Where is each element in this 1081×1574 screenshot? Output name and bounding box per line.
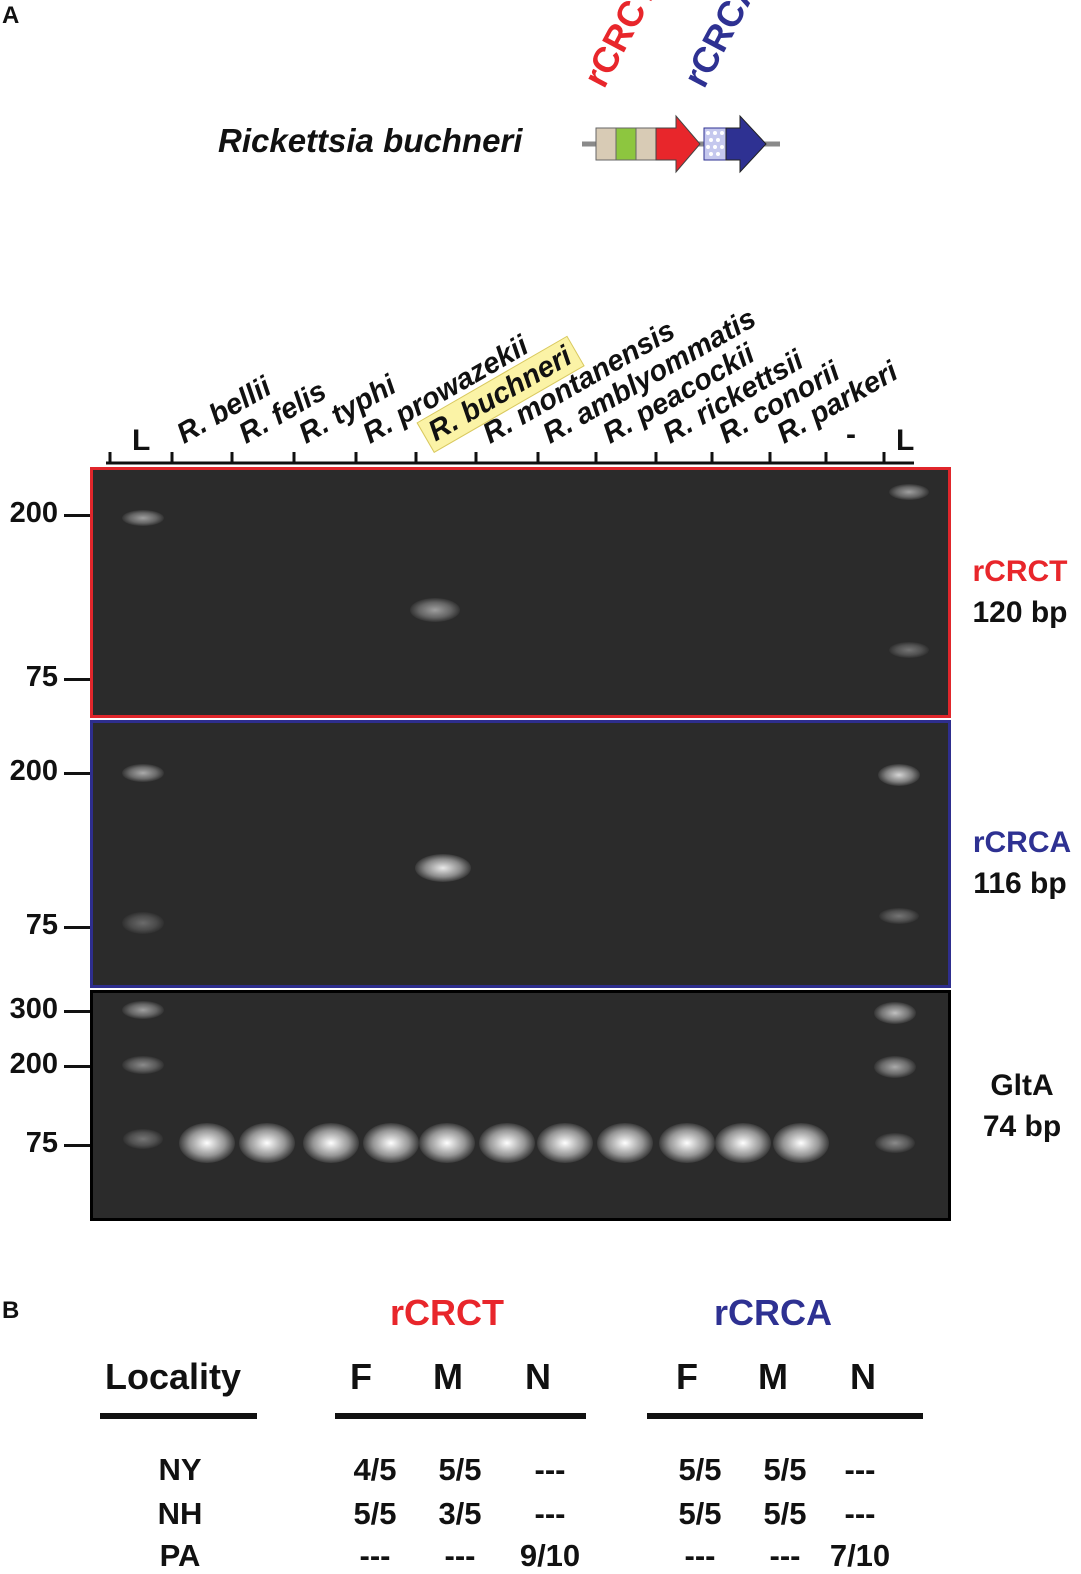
ladder-band xyxy=(122,1056,164,1074)
ladder-band xyxy=(874,1002,916,1024)
ladder-label-75: 75 xyxy=(25,1127,58,1159)
ladder-tick xyxy=(64,772,90,775)
ladder-band xyxy=(889,484,929,500)
table-cell: 5/5 xyxy=(678,1452,722,1487)
product-band xyxy=(537,1123,593,1163)
product-band xyxy=(659,1123,715,1163)
product-band xyxy=(597,1123,653,1163)
rcrca-arrow xyxy=(725,114,767,174)
panel-a-letter: A xyxy=(2,2,20,29)
product-band xyxy=(410,598,460,622)
gel-gene-label-glta: GltA xyxy=(990,1069,1054,1102)
gel-size-label-rcrct: 120 bp xyxy=(972,596,1068,629)
header-rule xyxy=(335,1413,586,1419)
gene-label-rcrca: rCRCA xyxy=(674,0,767,94)
panel-b-letter: B xyxy=(2,1297,20,1324)
gel-rcrca xyxy=(90,720,951,988)
dot-pattern xyxy=(706,131,724,156)
column-header-f-2: F xyxy=(676,1356,698,1397)
table-cell-locality: PA xyxy=(159,1538,201,1573)
ladder-tick xyxy=(64,1065,90,1068)
ladder-label-300: 300 xyxy=(9,993,58,1025)
header-rule xyxy=(647,1413,923,1419)
table-cell: --- xyxy=(359,1538,391,1573)
gene-block-green xyxy=(615,127,637,161)
table-cell: 5/5 xyxy=(438,1452,482,1487)
group-header-rcrca: rCRCA xyxy=(714,1292,833,1333)
ladder-label-200: 200 xyxy=(9,755,58,787)
ladder-band xyxy=(122,764,164,782)
column-header-m: M xyxy=(433,1356,463,1397)
ladder-tick xyxy=(64,926,90,929)
column-header-locality: Locality xyxy=(105,1356,242,1397)
table-cell: 5/5 xyxy=(763,1496,807,1531)
gel-gene-label-rcrct: rCRCT xyxy=(972,555,1068,588)
table-cell: --- xyxy=(844,1452,876,1487)
ladder-tick xyxy=(64,678,90,681)
lane-tick-bar xyxy=(106,452,914,465)
table-cell: 4/5 xyxy=(353,1452,397,1487)
ladder-tick xyxy=(64,514,90,517)
ladder-band xyxy=(874,1056,916,1078)
table-cell: 3/5 xyxy=(438,1496,482,1531)
ladder-tick xyxy=(64,1010,90,1013)
table-cell: 5/5 xyxy=(353,1496,397,1531)
gene-label-rcrct: rCRCT xyxy=(574,0,665,94)
product-band xyxy=(773,1123,829,1163)
product-band xyxy=(715,1123,771,1163)
ladder-band xyxy=(879,908,919,924)
table-cell: --- xyxy=(444,1538,476,1573)
lane-label-negative: - xyxy=(846,418,856,451)
table-cell: --- xyxy=(534,1452,566,1487)
table-cell-locality: NH xyxy=(157,1496,203,1531)
product-band xyxy=(239,1123,295,1163)
lane-label-ladder: L xyxy=(132,424,151,457)
ladder-band xyxy=(122,912,164,934)
header-rule xyxy=(100,1413,257,1419)
gel-rcrct xyxy=(90,467,951,718)
gene-block-beige xyxy=(595,127,617,161)
column-header-f: F xyxy=(350,1356,372,1397)
table-cell: --- xyxy=(844,1496,876,1531)
ladder-label-200: 200 xyxy=(9,1048,58,1080)
product-band xyxy=(363,1123,419,1163)
ladder-band xyxy=(878,764,920,786)
table-cell: 5/5 xyxy=(678,1496,722,1531)
species-title: Rickettsia buchneri xyxy=(218,122,523,159)
gene-block-beige-2 xyxy=(635,127,657,161)
gel-gene-label-rcrca: rCRCA xyxy=(972,826,1072,859)
ladder-label-200: 200 xyxy=(9,497,58,529)
table-cell: 9/10 xyxy=(519,1538,581,1573)
ladder-band xyxy=(875,1133,915,1153)
ladder-label-75: 75 xyxy=(25,909,58,941)
gene-cluster-diagram xyxy=(582,114,780,174)
column-header-n: N xyxy=(525,1356,551,1397)
table-cell: --- xyxy=(534,1496,566,1531)
table-cell: --- xyxy=(684,1538,716,1573)
ladder-tick xyxy=(64,1144,90,1147)
column-header-m-2: M xyxy=(758,1356,788,1397)
ladder-band xyxy=(123,1129,163,1149)
ladder-band xyxy=(122,1001,164,1019)
ladder-label-75: 75 xyxy=(25,661,58,693)
product-band xyxy=(479,1123,535,1163)
ladder-band xyxy=(889,642,929,658)
table-cell: --- xyxy=(769,1538,801,1573)
ladder-band xyxy=(122,510,164,526)
table-cell: 7/10 xyxy=(829,1538,891,1573)
gel-size-label-rcrca: 116 bp xyxy=(973,867,1067,900)
rcrct-arrow xyxy=(655,114,701,174)
lane-label-ladder: L xyxy=(896,424,915,457)
product-band xyxy=(179,1123,235,1163)
group-header-rcrct: rCRCT xyxy=(390,1292,504,1333)
table-cell-locality: NY xyxy=(158,1452,202,1487)
gel-size-label-glta: 74 bp xyxy=(982,1110,1062,1143)
column-header-n-2: N xyxy=(850,1356,876,1397)
product-band xyxy=(415,854,471,882)
table-cell: 5/5 xyxy=(763,1452,807,1487)
product-band xyxy=(303,1123,359,1163)
gel-glta xyxy=(90,990,951,1221)
product-band xyxy=(419,1123,475,1163)
